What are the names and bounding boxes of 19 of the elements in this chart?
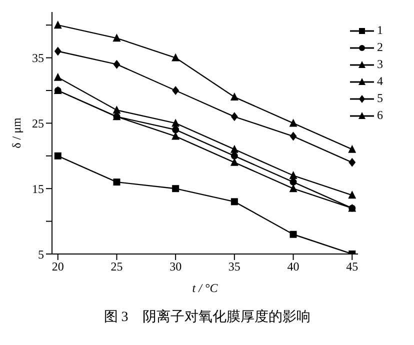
x-axis-title: t / °C	[192, 281, 219, 295]
x-tick-label: 45	[346, 260, 358, 274]
legend-label: 3	[377, 57, 383, 72]
legend-label: 4	[377, 74, 383, 89]
y-tick-label: 25	[32, 116, 44, 130]
x-tick-label: 35	[228, 260, 240, 274]
y-tick-label: 15	[32, 182, 44, 196]
x-tick-label: 25	[110, 260, 123, 274]
x-tick-label: 30	[170, 260, 182, 274]
legend-label: 2	[377, 40, 383, 55]
y-axis-title: δ / μm	[9, 116, 24, 148]
caption: 图 3 阴离子对氧化膜厚度的影响	[102, 308, 312, 326]
x-tick-label: 40	[287, 260, 300, 274]
x-tick-label: 20	[52, 260, 64, 274]
legend-label: 1	[377, 23, 383, 38]
legend-label: 6	[377, 108, 383, 123]
legend-label: 5	[377, 91, 383, 106]
y-tick-label: 35	[32, 51, 44, 66]
y-tick-label: 5	[38, 247, 44, 262]
